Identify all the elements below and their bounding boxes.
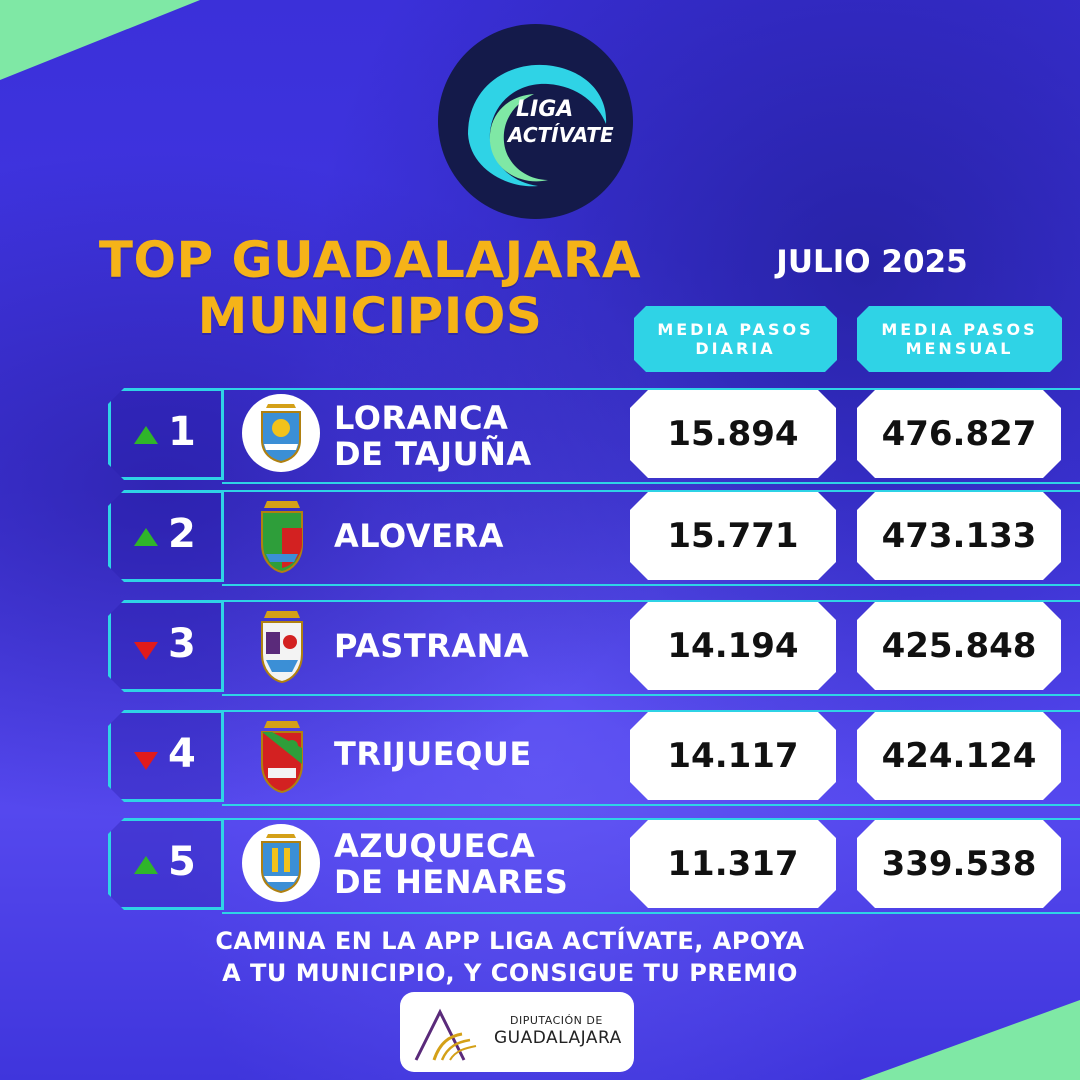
trend-up-icon [134, 426, 158, 444]
monthly-steps-value: 473.133 [857, 492, 1061, 580]
municipality-name: AZUQUECA DE HENARES [334, 827, 569, 901]
rank-number: 2 [168, 511, 196, 557]
monthly-steps-value: 425.848 [857, 602, 1061, 690]
municipality-name: ALOVERA [334, 517, 504, 555]
loranca-de-tajuna-crest-icon [242, 394, 320, 472]
azuqueca-de-henares-crest-icon [242, 824, 320, 902]
call-to-action: CAMINA EN LA APP LIGA ACTÍVATE, APOYA A … [215, 927, 805, 987]
liga-activate-logo: LIGA ACTÍVATE [438, 24, 633, 219]
title-line-2: MUNICIPIOS [197, 287, 543, 345]
ranking-row: 2 ALOVERA 15.771 473.133 [0, 490, 1080, 586]
rank-box [108, 710, 224, 802]
trend-up-icon [134, 856, 158, 874]
ranking-row: 3 PASTRANA 14.194 425.848 [0, 600, 1080, 696]
alovera-crest-icon [252, 498, 312, 576]
rank-box [108, 600, 224, 692]
rank-number: 5 [168, 839, 196, 885]
rank-box [108, 388, 224, 480]
daily-steps-value: 11.317 [630, 820, 836, 908]
ranking-row: 1 LORANCA DE TAJUÑA 15.894 476.827 [0, 388, 1080, 484]
trend-down-icon [134, 752, 158, 770]
period-label: JULIO 2025 [776, 244, 968, 280]
diputacion-emblem-icon [414, 1008, 477, 1061]
title-line-1: TOP GUADALAJARA [98, 231, 642, 289]
rank-number: 4 [168, 731, 196, 777]
row-divider [222, 600, 1080, 602]
monthly-steps-value: 424.124 [857, 712, 1061, 800]
column-header-daily: MEDIA PASOS DIARIA [634, 306, 837, 372]
svg-text:ACTÍVATE: ACTÍVATE [506, 123, 614, 147]
row-divider [222, 694, 1080, 696]
trend-down-icon [134, 642, 158, 660]
logo-swoosh-icon: LIGA ACTÍVATE [468, 64, 614, 187]
municipality-name: PASTRANA [334, 627, 530, 665]
municipality-name: LORANCA DE TAJUÑA [334, 399, 532, 473]
municipality-name: TRIJUEQUE [334, 735, 532, 773]
row-divider [222, 584, 1080, 586]
pastrana-crest-icon [252, 608, 312, 686]
monthly-steps-value: 476.827 [857, 390, 1061, 478]
rank-box [108, 818, 224, 910]
monthly-steps-value: 339.538 [857, 820, 1061, 908]
sponsor-subtitle: DIPUTACIÓN DE [510, 1014, 603, 1027]
rank-number: 3 [168, 621, 196, 667]
daily-steps-value: 15.894 [630, 390, 836, 478]
trend-up-icon [134, 528, 158, 546]
row-divider [222, 482, 1080, 484]
ranking-row: 5 AZUQUECA DE HENARES 11.317 339.538 [0, 818, 1080, 914]
row-divider [222, 388, 1080, 390]
trijueque-crest-icon [252, 718, 312, 796]
sponsor-name: GUADALAJARA [494, 1028, 622, 1048]
row-divider [222, 490, 1080, 492]
rank-box [108, 490, 224, 582]
svg-text:LIGA: LIGA [516, 97, 573, 122]
daily-steps-value: 14.117 [630, 712, 836, 800]
daily-steps-value: 14.194 [630, 602, 836, 690]
row-divider [222, 804, 1080, 806]
ranking-row: 4 TRIJUEQUE 14.117 424.124 [0, 710, 1080, 806]
row-divider [222, 818, 1080, 820]
rank-number: 1 [168, 409, 196, 455]
diputacion-guadalajara-logo: DIPUTACIÓN DE GUADALAJARA [400, 992, 634, 1072]
row-divider [222, 912, 1080, 914]
column-header-monthly: MEDIA PASOS MENSUAL [857, 306, 1062, 372]
page-title: TOP GUADALAJARA MUNICIPIOS [90, 232, 650, 344]
row-divider [222, 710, 1080, 712]
daily-steps-value: 15.771 [630, 492, 836, 580]
